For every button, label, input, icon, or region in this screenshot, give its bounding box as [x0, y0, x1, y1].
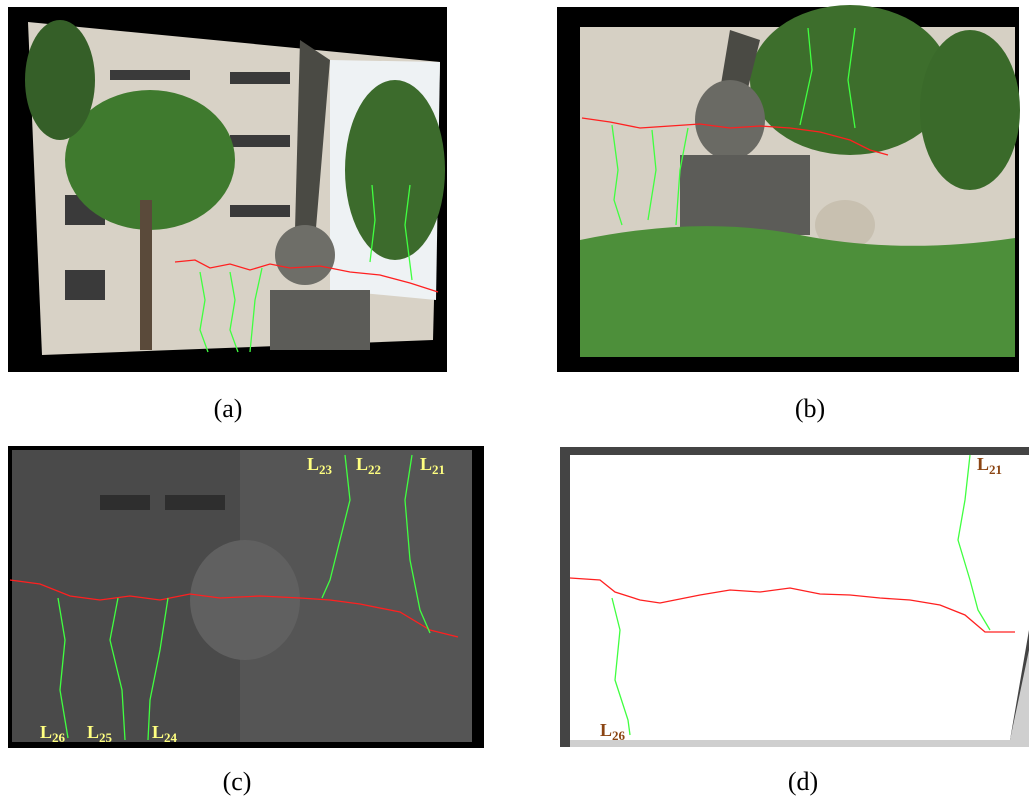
label-subscript: 26: [52, 730, 66, 745]
label-base: L: [600, 720, 612, 740]
label-subscript: 23: [319, 462, 333, 477]
label-base: L: [152, 722, 164, 742]
caption: (a): [214, 394, 243, 423]
panel-d: [560, 447, 1029, 747]
tree: [345, 80, 445, 260]
sculpture: [190, 540, 300, 660]
label-subscript: 21: [989, 462, 1002, 477]
label-base: L: [356, 454, 368, 474]
label-base: L: [40, 722, 52, 742]
caption: (d): [788, 767, 818, 796]
label-base: L: [307, 454, 319, 474]
panel-b: [557, 5, 1020, 372]
sculpture: [695, 80, 765, 160]
tree: [920, 30, 1020, 190]
label-base: L: [87, 722, 99, 742]
figure: (a) (b) (c) (d) L23L22L21L26L25L24L21L26: [0, 0, 1029, 809]
pedestal: [270, 290, 370, 350]
label-subscript: 21: [432, 462, 445, 477]
caption: (c): [223, 767, 252, 796]
sculpture: [275, 225, 335, 285]
label-subscript: 25: [99, 730, 113, 745]
pedestal: [680, 155, 810, 235]
label-base: L: [977, 454, 989, 474]
label-subscript: 24: [164, 730, 178, 745]
bushes: [580, 226, 1015, 357]
trunk: [140, 200, 152, 350]
panel-c: [8, 446, 484, 748]
label-subscript: 22: [368, 462, 381, 477]
caption: (b): [795, 394, 825, 423]
tree: [25, 20, 95, 140]
tree: [750, 5, 950, 155]
mask: [570, 455, 1029, 740]
label-base: L: [420, 454, 432, 474]
panel-a: [8, 7, 447, 372]
label-subscript: 26: [612, 728, 626, 743]
